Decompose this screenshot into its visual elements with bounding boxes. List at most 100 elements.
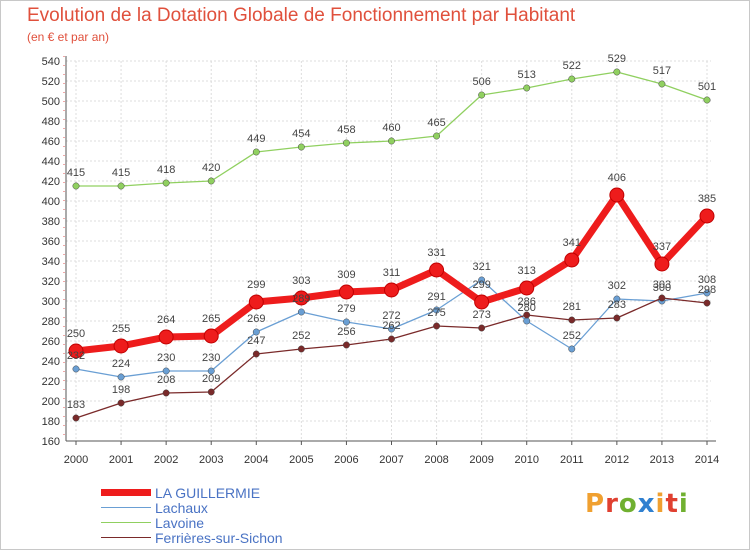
y-tick-label: 380 bbox=[42, 216, 60, 228]
series-point-3 bbox=[568, 316, 576, 324]
series-point-3 bbox=[342, 341, 350, 349]
series-point-3 bbox=[117, 399, 125, 407]
x-tick-label: 2006 bbox=[334, 454, 358, 466]
y-tick-label: 240 bbox=[42, 356, 60, 368]
axes bbox=[63, 56, 716, 445]
series-point-2 bbox=[207, 177, 215, 185]
data-label-2: 415 bbox=[67, 167, 85, 179]
data-label-3: 209 bbox=[202, 373, 220, 385]
y-tick-label: 260 bbox=[42, 336, 60, 348]
x-tick-label: 2009 bbox=[469, 454, 493, 466]
series-point-1 bbox=[207, 367, 215, 375]
data-label-3: 247 bbox=[247, 335, 265, 347]
series-point-0 bbox=[564, 252, 580, 268]
data-label-2: 458 bbox=[337, 124, 355, 136]
series-point-3 bbox=[252, 350, 260, 358]
series-point-1 bbox=[162, 367, 170, 375]
data-label-1: 321 bbox=[472, 261, 490, 273]
series-point-1 bbox=[433, 306, 441, 314]
y-tick-label: 320 bbox=[42, 276, 60, 288]
y-tick-label: 360 bbox=[42, 236, 60, 248]
data-label-3: 283 bbox=[608, 299, 626, 311]
logo-letter: t bbox=[665, 489, 679, 519]
logo-letter: x bbox=[637, 489, 656, 519]
series-point-0 bbox=[654, 256, 670, 272]
data-label-1: 308 bbox=[698, 274, 716, 286]
data-label-3: 262 bbox=[382, 320, 400, 332]
data-label-1: 272 bbox=[382, 310, 400, 322]
series-point-0 bbox=[203, 328, 219, 344]
data-label-2: 517 bbox=[653, 65, 671, 77]
legend: LA GUILLERMIE Lachaux Lavoine Ferrières-sur… bbox=[101, 484, 283, 546]
legend-item: Lavoine bbox=[101, 514, 283, 531]
data-label-1: 252 bbox=[563, 330, 581, 342]
y-tick-label: 220 bbox=[42, 376, 60, 388]
series-point-0 bbox=[68, 343, 84, 359]
series-point-0 bbox=[699, 208, 715, 224]
data-label-3: 198 bbox=[112, 384, 130, 396]
x-tick-label: 2000 bbox=[64, 454, 88, 466]
series-point-3 bbox=[207, 388, 215, 396]
data-label-3: 298 bbox=[698, 284, 716, 296]
series-point-1 bbox=[72, 365, 80, 373]
legend-item: LA GUILLERMIE bbox=[101, 484, 283, 501]
x-tick-label: 2011 bbox=[560, 454, 584, 466]
legend-item: Ferrières-sur-Sichon bbox=[101, 529, 283, 546]
data-label-1: 302 bbox=[608, 280, 626, 292]
y-tick-label: 180 bbox=[42, 416, 60, 428]
series-point-2 bbox=[523, 84, 531, 92]
logo-letter: i bbox=[655, 489, 666, 519]
data-label-0: 303 bbox=[292, 275, 310, 287]
data-label-3: 256 bbox=[337, 326, 355, 338]
series-point-2 bbox=[342, 139, 350, 147]
series-point-0 bbox=[384, 282, 399, 298]
data-label-2: 415 bbox=[112, 167, 130, 179]
series-point-1 bbox=[613, 295, 621, 303]
legend-label: LA GUILLERMIE bbox=[155, 484, 261, 501]
data-label-2: 513 bbox=[518, 69, 536, 81]
x-tick-label: 2013 bbox=[650, 454, 674, 466]
x-tick-label: 2012 bbox=[605, 454, 629, 466]
series-point-3 bbox=[478, 324, 486, 332]
series-point-2 bbox=[658, 80, 666, 88]
series-point-3 bbox=[658, 294, 666, 302]
y-tick-label: 480 bbox=[42, 116, 60, 128]
data-label-3: 303 bbox=[653, 279, 671, 291]
series-point-0 bbox=[429, 262, 445, 278]
series-point-0 bbox=[293, 290, 309, 306]
data-label-1: 224 bbox=[112, 358, 130, 370]
data-label-0: 406 bbox=[608, 172, 626, 184]
proxiti-logo: Proxiti bbox=[585, 489, 689, 519]
series-point-2 bbox=[613, 68, 621, 76]
series-point-2 bbox=[703, 96, 711, 104]
series-point-2 bbox=[162, 179, 170, 187]
x-tick-label: 2008 bbox=[424, 454, 448, 466]
data-label-3: 281 bbox=[563, 301, 581, 313]
series-point-2 bbox=[478, 91, 486, 99]
data-label-0: 331 bbox=[427, 247, 445, 259]
series-point-2 bbox=[252, 148, 260, 156]
series-point-3 bbox=[433, 322, 441, 330]
series-point-2 bbox=[117, 182, 125, 190]
data-label-2: 529 bbox=[608, 53, 626, 65]
logo-letter: i bbox=[678, 489, 689, 519]
data-label-2: 418 bbox=[157, 164, 175, 176]
data-label-0: 264 bbox=[157, 314, 175, 326]
logo-letter: o bbox=[618, 489, 638, 519]
series-point-1 bbox=[252, 328, 260, 336]
chart-subtitle: (en € et par an) bbox=[27, 30, 110, 44]
data-label-2: 454 bbox=[292, 128, 310, 140]
legend-label: Ferrières-sur-Sichon bbox=[155, 529, 283, 546]
legend-swatch bbox=[101, 507, 151, 508]
data-label-2: 420 bbox=[202, 162, 220, 174]
data-label-0: 385 bbox=[698, 193, 716, 205]
legend-label: Lachaux bbox=[155, 499, 208, 516]
series-point-3 bbox=[703, 299, 711, 307]
series-point-0 bbox=[248, 294, 264, 310]
data-label-0: 299 bbox=[472, 279, 490, 291]
data-label-1: 230 bbox=[157, 352, 175, 364]
legend-swatch bbox=[101, 537, 151, 538]
legend-label: Lavoine bbox=[155, 514, 205, 531]
data-label-0: 337 bbox=[653, 241, 671, 253]
